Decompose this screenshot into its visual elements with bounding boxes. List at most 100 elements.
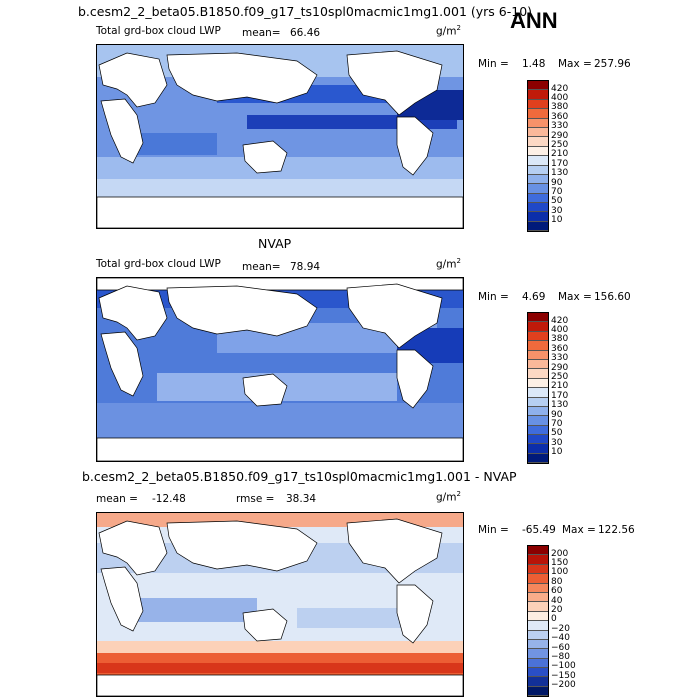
panel3-colorbar-swatches xyxy=(527,545,549,698)
colorbar-tick-label: 90 xyxy=(551,409,563,420)
colorbar-swatch xyxy=(528,81,548,91)
colorbar-tick-label: 250 xyxy=(551,372,569,383)
colorbar-tick-label: 30 xyxy=(551,437,563,448)
colorbar-tick-label: 40 xyxy=(551,595,563,606)
colorbar-tick-label: 400 xyxy=(551,93,569,104)
colorbar-swatch xyxy=(528,686,548,697)
colorbar-tick-label: 130 xyxy=(551,168,569,179)
panel2-colorbar-labels: 420 400 380 360 330 290 250 210 170 130 90 70 50 30 10 xyxy=(551,315,569,458)
colorbar-tick-label: −200 xyxy=(551,680,576,691)
colorbar-tick-label: 60 xyxy=(551,586,563,597)
colorbar-tick-label: 380 xyxy=(551,334,569,345)
colorbar-tick-label: 210 xyxy=(551,381,569,392)
colorbar-swatch xyxy=(528,378,548,389)
panel2-mean-label: mean= xyxy=(242,261,281,273)
panel3-unit-base: g/m xyxy=(436,491,457,504)
panel3-colorbar: 200 150 100 80 60 40 20 0 −20 −40 −60 −80 −100 −150 −2… xyxy=(527,545,576,698)
colorbar-tick-label: 330 xyxy=(551,121,569,132)
colorbar-tick-label: 290 xyxy=(551,130,569,141)
panel3-unit: g/m2 xyxy=(436,490,461,504)
colorbar-tick-label: −80 xyxy=(551,651,570,662)
colorbar-swatch xyxy=(528,649,548,659)
colorbar-swatch xyxy=(528,174,548,185)
colorbar-swatch xyxy=(528,453,548,464)
panel2-map-svg xyxy=(97,278,463,461)
colorbar-swatch xyxy=(528,90,548,100)
panel2-map xyxy=(96,277,464,462)
panel3-rmse-value: 38.34 xyxy=(286,493,317,505)
colorbar-swatch xyxy=(528,322,548,332)
colorbar-swatch xyxy=(528,444,548,454)
colorbar-swatch xyxy=(528,193,548,204)
panel2-unit-base: g/m xyxy=(436,258,457,271)
colorbar-swatch xyxy=(528,341,548,351)
colorbar-swatch xyxy=(528,156,548,166)
colorbar-swatch xyxy=(528,350,548,360)
colorbar-swatch xyxy=(528,658,548,669)
panel2-min-value: 4.69 xyxy=(522,291,546,303)
colorbar-tick-label: 200 xyxy=(551,548,569,559)
colorbar-tick-label: 330 xyxy=(551,353,569,364)
panel3-max-value: 122.56 xyxy=(598,524,635,536)
panel3-min-value: -65.49 xyxy=(522,524,556,536)
colorbar-swatch xyxy=(528,127,548,138)
season-label: ANN xyxy=(510,8,558,33)
colorbar-swatch xyxy=(528,611,548,622)
colorbar-tick-label: 30 xyxy=(551,205,563,216)
colorbar-swatch xyxy=(528,639,548,650)
panel3-unit-exp: 2 xyxy=(456,490,461,498)
colorbar-swatch xyxy=(528,203,548,213)
panel2-heading: NVAP xyxy=(258,236,292,251)
colorbar-swatch xyxy=(528,425,548,436)
colorbar-tick-label: 100 xyxy=(551,567,569,578)
panel1-variable-label: Total grd-box cloud LWP xyxy=(96,25,221,37)
colorbar-tick-label: 90 xyxy=(551,177,563,188)
colorbar-swatch xyxy=(528,564,548,575)
colorbar-tick-label: 70 xyxy=(551,186,563,197)
colorbar-tick-label: 400 xyxy=(551,325,569,336)
colorbar-tick-label: 80 xyxy=(551,576,563,587)
colorbar-swatch xyxy=(528,313,548,323)
panel1-mean-label: mean= xyxy=(242,27,281,39)
colorbar-swatch xyxy=(528,406,548,417)
panel3-map xyxy=(96,512,464,697)
colorbar-swatch xyxy=(528,546,548,556)
colorbar-tick-label: 420 xyxy=(551,315,569,326)
colorbar-swatch xyxy=(528,146,548,157)
panel1-colorbar: 420 400 380 360 330 290 250 210 170 130 90 70 50 30 10 xyxy=(527,80,568,233)
panel1-unit-exp: 2 xyxy=(456,24,461,32)
colorbar-swatch xyxy=(528,602,548,612)
panel3-min-label: Min = xyxy=(478,524,509,536)
colorbar-tick-label: 50 xyxy=(551,428,563,439)
colorbar-tick-label: 20 xyxy=(551,605,563,616)
colorbar-tick-label: 130 xyxy=(551,400,569,411)
panel1-mean-value: 66.46 xyxy=(290,27,321,39)
panel1-max-label: Max = xyxy=(558,58,592,70)
panel1-min-value: 1.48 xyxy=(522,58,546,70)
colorbar-tick-label: −150 xyxy=(551,670,576,681)
panel1-max-value: 257.96 xyxy=(594,58,631,70)
colorbar-swatch xyxy=(528,359,548,370)
panel2-colorbar-swatches xyxy=(527,312,549,465)
colorbar-tick-label: 290 xyxy=(551,362,569,373)
panel1-unit-base: g/m xyxy=(436,25,457,38)
colorbar-swatch xyxy=(528,184,548,194)
colorbar-tick-label: −20 xyxy=(551,623,570,634)
colorbar-tick-label: 0 xyxy=(551,614,557,625)
panel2-colorbar: 420 400 380 360 330 290 250 210 170 130 90 70 50 30 10 xyxy=(527,312,568,465)
panel1-map xyxy=(96,44,464,229)
panel3-rmse-label: rmse = xyxy=(236,493,275,505)
panel1-colorbar-swatches xyxy=(527,80,549,233)
panel1-colorbar-labels: 420 400 380 360 330 290 250 210 170 130 90 70 50 30 10 xyxy=(551,84,569,226)
colorbar-swatch xyxy=(528,677,548,687)
panel2-unit: g/m2 xyxy=(436,257,461,271)
colorbar-tick-label: −60 xyxy=(551,642,570,653)
panel2-min-label: Min = xyxy=(478,291,509,303)
panel3-heading: b.cesm2_2_beta05.B1850.f09_g17_ts10spl0m… xyxy=(82,469,517,484)
colorbar-swatch xyxy=(528,369,548,379)
colorbar-swatch xyxy=(528,397,548,407)
colorbar-tick-label: 380 xyxy=(551,102,569,113)
colorbar-swatch xyxy=(528,555,548,565)
colorbar-swatch xyxy=(528,435,548,445)
colorbar-tick-label: 150 xyxy=(551,558,569,569)
